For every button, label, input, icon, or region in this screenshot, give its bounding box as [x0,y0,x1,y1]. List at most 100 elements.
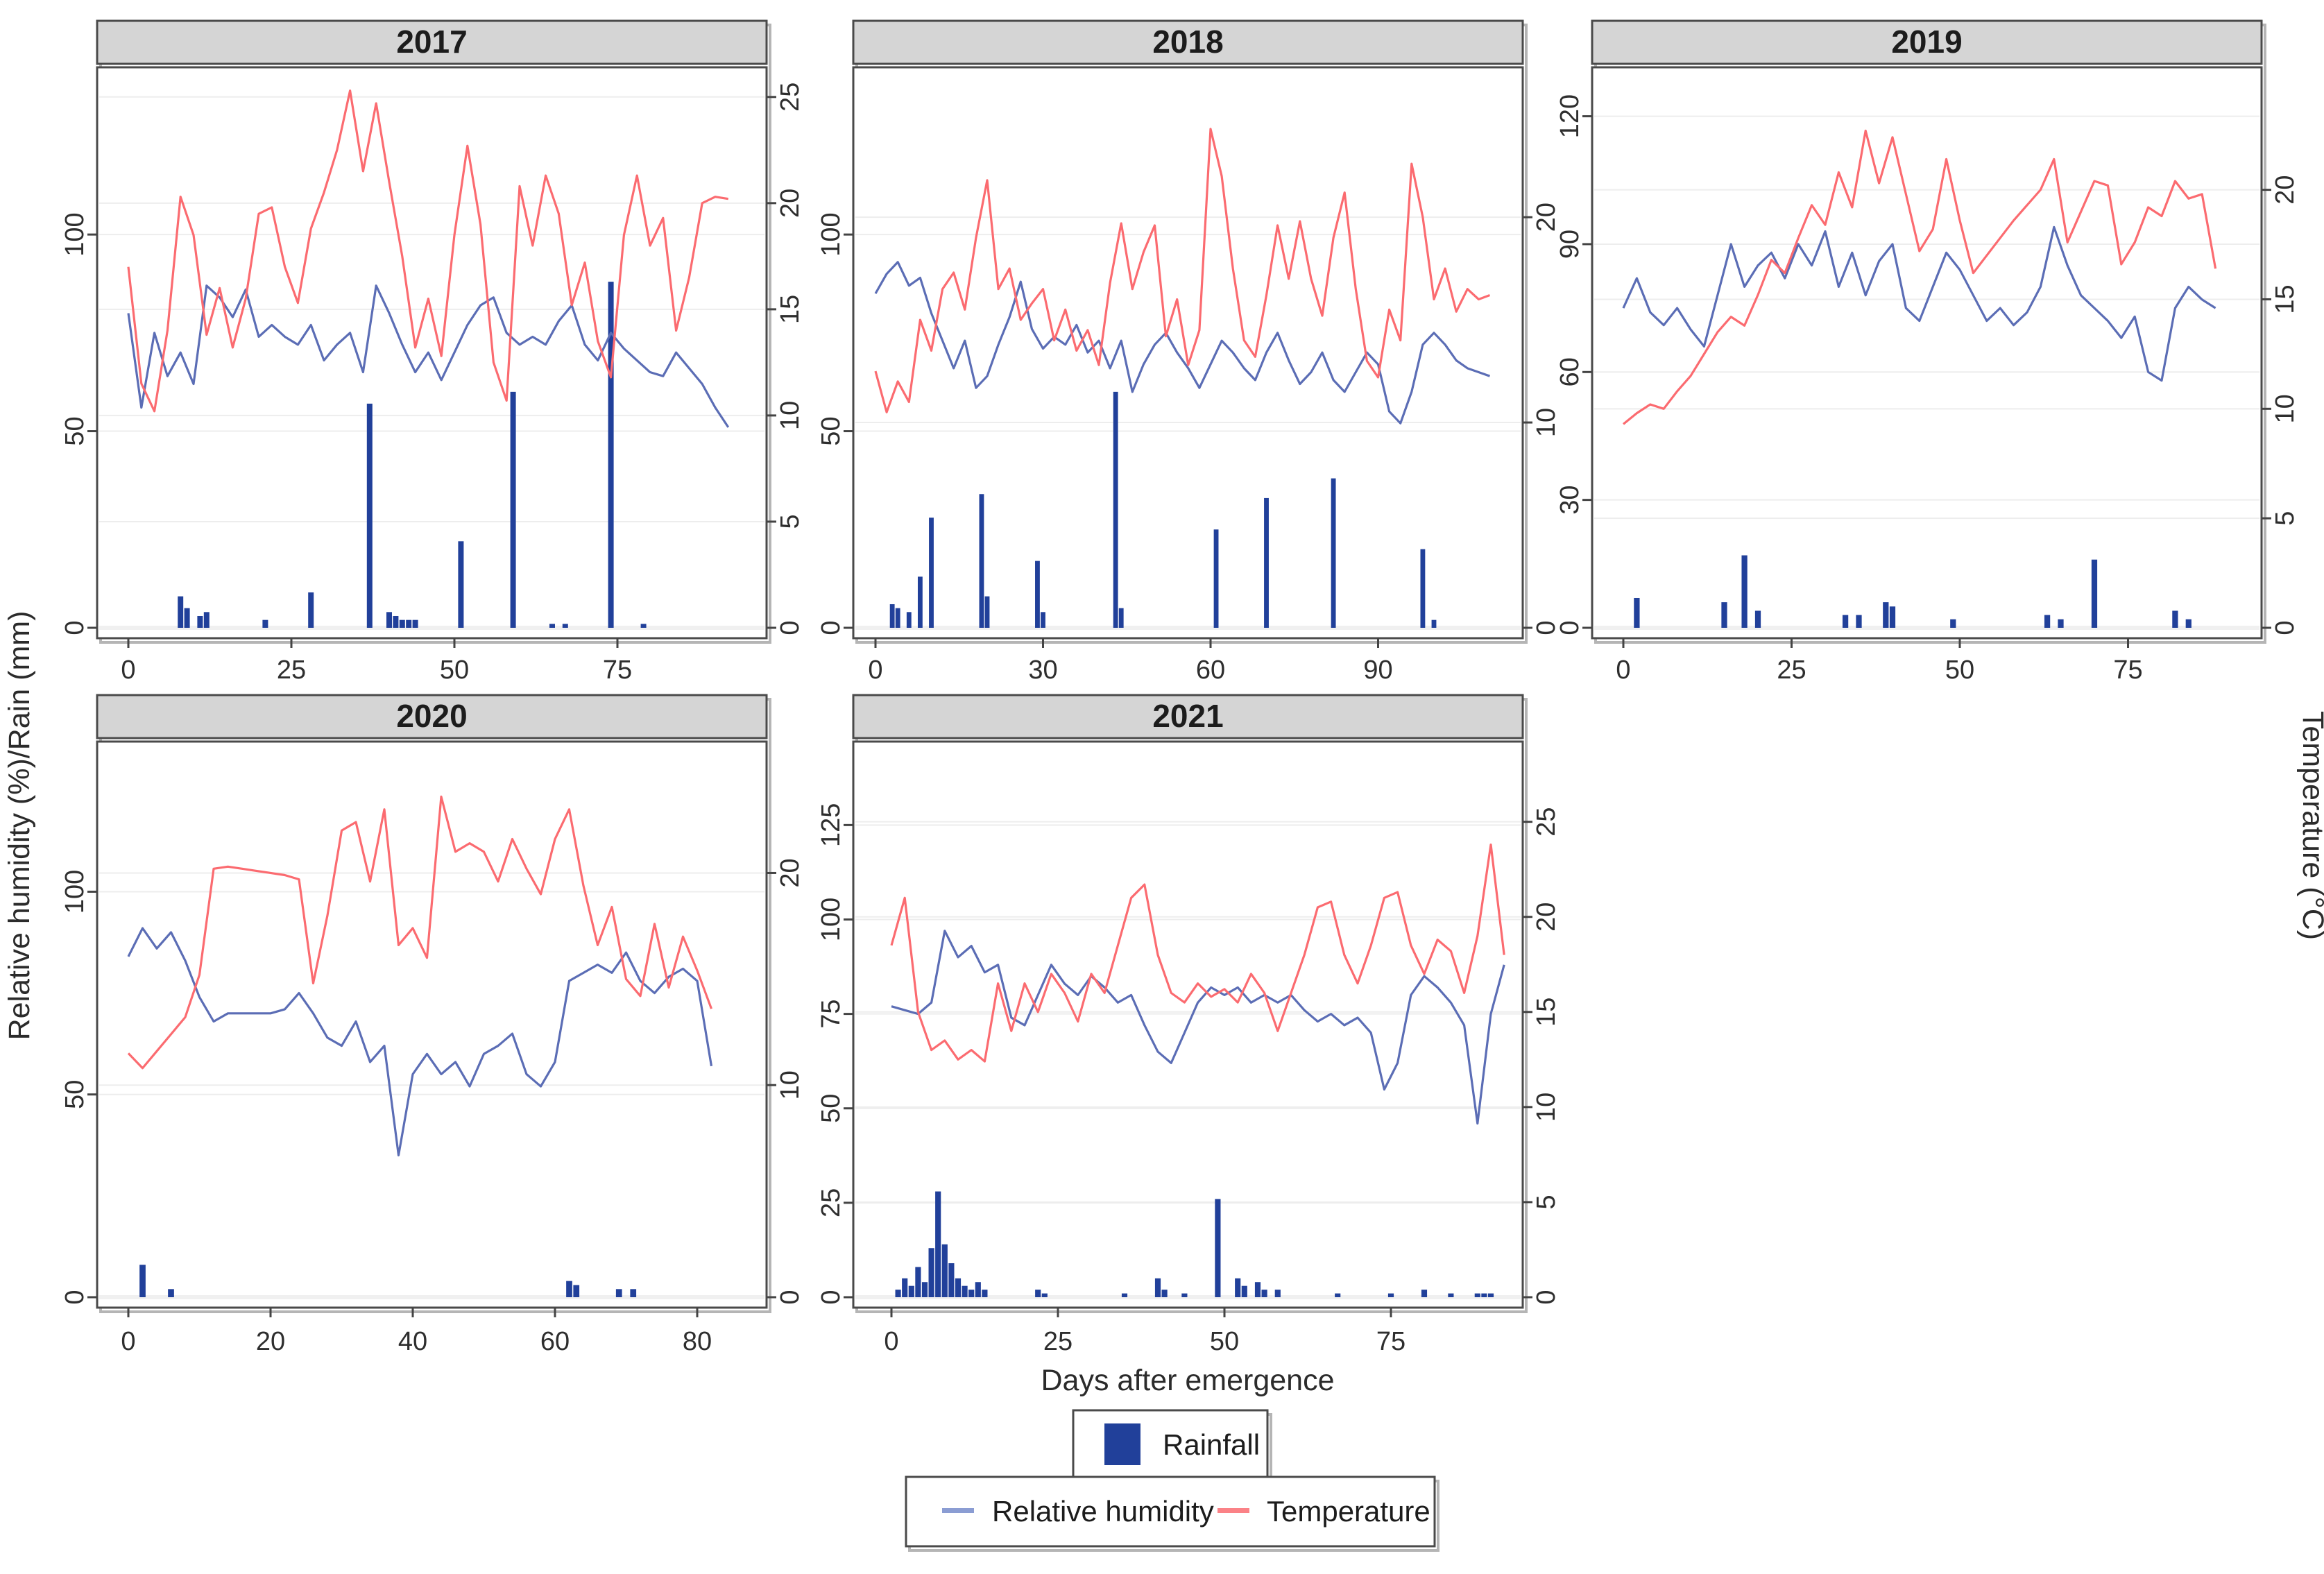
temp-tick-label: 20 [2271,175,2300,204]
humidity-line [891,930,1505,1125]
temp-tick-label: 20 [1532,203,1561,232]
rain-bar [1235,1278,1241,1297]
left-tick-label: 0 [60,1290,89,1304]
series-group [890,843,1505,1297]
rain-bar [1481,1293,1487,1297]
rain-bar [1215,1199,1221,1297]
series-group [127,795,713,1297]
axis-ticks: 0 30 60 90 0 50 100 0 10 20 [817,203,1561,685]
rain-bar [1741,555,1748,628]
left-tick-label: 100 [817,212,846,256]
rainfall-swatch-icon [1104,1423,1140,1465]
temp-tick-label: 0 [776,620,805,635]
x-tick-label: 60 [1196,656,1225,685]
rain-bar [139,1265,146,1297]
rain-bar [458,541,464,628]
rain-bar [1241,1285,1247,1297]
temp-tick-label: 20 [776,189,805,218]
rain-bar [366,403,373,628]
rain-bar [1950,619,1956,628]
rain-bar [982,1290,988,1297]
rain-bar [1035,1290,1041,1297]
rain-bar [1883,602,1889,628]
rain-bar [2091,559,2098,628]
rain-bar [968,1290,975,1297]
rain-bar [2185,619,2191,628]
panel-header [852,19,1524,65]
rain-bar [1041,612,1045,628]
legend-lines-box [905,1475,1436,1548]
rain-bar [1420,549,1426,628]
rain-bar [1448,1293,1454,1297]
rain-bar [608,282,614,628]
rain-bar [1154,1278,1161,1297]
x-tick-label: 75 [603,656,632,685]
rain-bar [935,1191,941,1297]
x-tick-label: 50 [440,656,469,685]
x-tick-label: 50 [1945,656,1974,685]
panel-title: 2019 [1891,24,1962,60]
rain-bar [399,619,405,628]
rain-bar [948,1263,955,1297]
rain-bar [1842,615,1849,628]
temperature-line [874,128,1491,413]
panel-2019: 2019 0 25 50 75 0 30 60 90 120 0 5 10 15 20 [1555,19,2300,685]
rain-bar [1261,1290,1267,1297]
rain-bar [393,615,399,628]
temp-tick-label: 10 [776,1070,805,1100]
gridlines [1594,115,2259,630]
rain-bar [915,1267,921,1297]
left-tick-label: 75 [817,999,846,1028]
rain-bar [984,596,990,628]
rain-bar [917,576,923,628]
panel-2020: 2020 0 20 40 60 80 0 50 100 0 10 20 [60,694,805,1356]
panel-title: 2018 [1152,24,1223,60]
left-tick-label: 100 [60,870,89,914]
rain-bar [908,1285,914,1297]
rain-bar [929,517,934,628]
temperature-line [890,843,1505,1063]
series-group [874,128,1491,628]
panel-2021: 2021 0 25 50 75 0 25 50 75 100 125 0 5 10 15 20 25 [817,694,1561,1356]
temp-tick-label: 15 [2271,284,2300,314]
rainfall-bars [178,282,647,628]
rain-bar [406,619,412,628]
rain-bar [1889,606,1896,628]
x-tick-label: 80 [683,1327,712,1356]
rain-bar [902,1278,908,1297]
rain-bar [203,612,210,628]
x-tick-label: 20 [256,1327,285,1356]
axis-ticks: 0 25 50 75 0 50 100 0 5 10 15 20 25 [60,83,805,685]
temperature-line [127,795,712,1070]
panel-header [96,694,768,739]
rainfall-bars [1634,555,2191,628]
rain-bar [921,1282,928,1297]
temp-tick-label: 0 [776,1290,805,1304]
temperature-line [1622,129,2217,425]
temp-tick-label: 20 [1532,903,1561,932]
series-group [1622,129,2217,628]
rain-bar [1213,529,1219,628]
panel-header [1591,19,2263,65]
left-tick-label: 50 [817,1094,846,1123]
rain-bar [889,604,895,628]
rain-bar [1474,1293,1480,1297]
rain-bar [566,1281,572,1297]
panel-plot-area [1591,66,2263,640]
rain-bar [1035,561,1040,628]
rainfall-bars [889,391,1437,628]
rain-bar [1721,602,1727,628]
left-axis-title: Relative humidity (%)/Rain (mm) [3,611,36,1041]
legend-humidity-label: Relative humidity [992,1495,1214,1528]
temperature-line-swatch-icon [1217,1508,1249,1513]
left-tick-label: 0 [60,620,89,635]
legend-lines: Relative humidity Temperature [905,1475,1439,1552]
panel-title: 2017 [396,24,467,60]
panel-plot-area [852,66,1524,640]
x-tick-label: 75 [2113,656,2142,685]
left-tick-label: 0 [817,1290,846,1304]
panel-2017: 2017 0 25 50 75 0 50 100 0 5 10 15 20 25 [60,19,805,685]
humidity-line [127,927,713,1157]
